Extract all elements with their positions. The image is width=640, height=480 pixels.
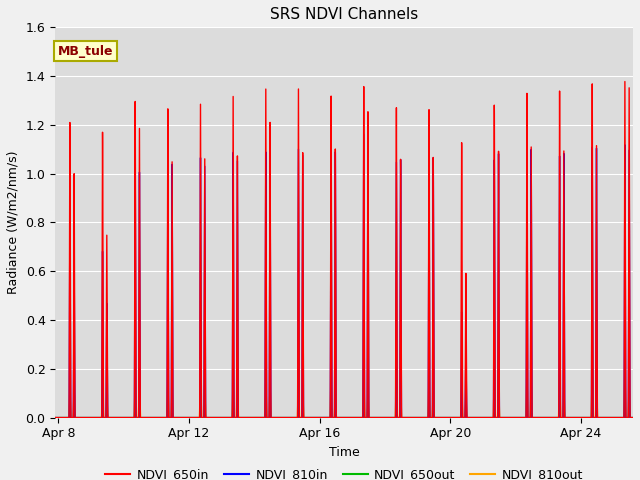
Line: NDVI_810out: NDVI_810out <box>55 372 633 418</box>
NDVI_810out <box>419 415 426 420</box>
NDVI_810out <box>629 415 637 420</box>
NDVI_810in <box>419 415 426 420</box>
NDVI_650in <box>394 390 401 396</box>
Legend: NDVI_650in, NDVI_810in, NDVI_650out, NDVI_810out: NDVI_650in, NDVI_810in, NDVI_650out, NDV… <box>100 463 588 480</box>
NDVI_650out <box>51 415 59 420</box>
NDVI_810out <box>51 415 59 420</box>
NDVI_810out <box>260 415 268 420</box>
NDVI_650out <box>262 391 269 396</box>
NDVI_810in <box>260 415 268 420</box>
NDVI_650in <box>81 415 88 420</box>
NDVI_810out <box>394 401 401 407</box>
NDVI_650out <box>480 415 488 420</box>
Line: NDVI_650in: NDVI_650in <box>55 82 633 418</box>
Line: NDVI_810in: NDVI_810in <box>55 134 633 418</box>
NDVI_650in <box>621 79 628 84</box>
NDVI_650in <box>629 415 637 420</box>
NDVI_810out <box>480 415 488 420</box>
NDVI_810out <box>81 415 88 420</box>
NDVI_810in <box>51 415 59 420</box>
NDVI_650out <box>629 415 637 420</box>
NDVI_650out <box>394 415 401 420</box>
NDVI_810out <box>621 369 628 374</box>
NDVI_650in <box>480 415 488 420</box>
NDVI_650out <box>419 415 426 420</box>
NDVI_810in <box>480 415 488 420</box>
NDVI_650out <box>260 415 268 420</box>
Y-axis label: Radiance (W/m2/nm/s): Radiance (W/m2/nm/s) <box>7 151 20 294</box>
NDVI_810in <box>360 132 367 137</box>
Text: MB_tule: MB_tule <box>58 45 114 58</box>
NDVI_810in <box>629 415 637 420</box>
Line: NDVI_650out: NDVI_650out <box>55 394 633 418</box>
NDVI_650out <box>511 415 518 420</box>
NDVI_650in <box>51 415 59 420</box>
NDVI_810out <box>511 415 518 420</box>
NDVI_650in <box>419 415 426 420</box>
NDVI_650in <box>260 415 268 420</box>
X-axis label: Time: Time <box>329 446 360 459</box>
NDVI_810in <box>394 415 401 420</box>
NDVI_650out <box>81 415 88 420</box>
NDVI_810in <box>511 415 518 420</box>
NDVI_810in <box>81 415 88 420</box>
NDVI_650in <box>511 415 518 420</box>
Title: SRS NDVI Channels: SRS NDVI Channels <box>270 7 419 22</box>
